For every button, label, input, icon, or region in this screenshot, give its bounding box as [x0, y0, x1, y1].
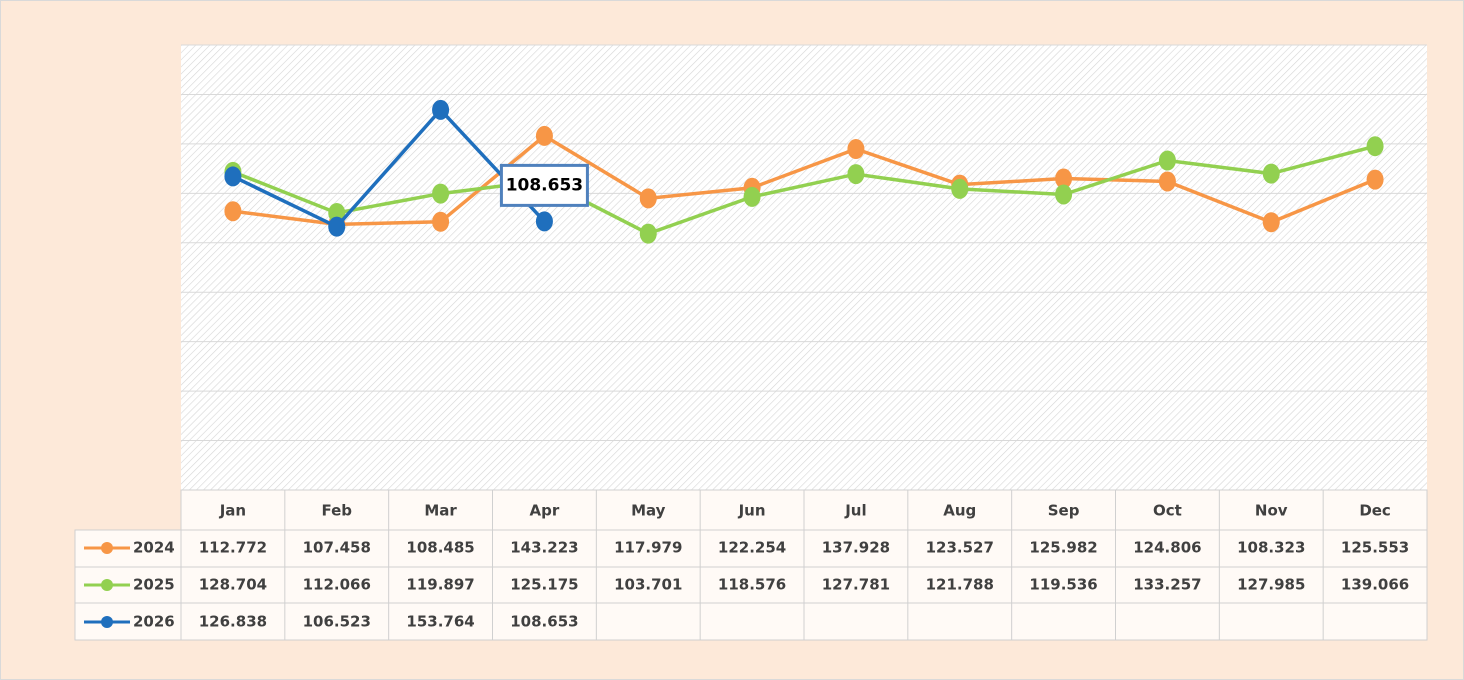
data-point	[1158, 171, 1176, 192]
data-point	[535, 125, 553, 146]
table-value: 117.979	[614, 539, 682, 557]
data-label: 108.653	[506, 175, 583, 195]
series-line	[232, 107, 546, 229]
table-value: 153.764	[406, 613, 474, 631]
table-value: 126.838	[199, 613, 267, 631]
table-value: 133.257	[1133, 576, 1201, 594]
legend-label: 2025	[133, 576, 175, 594]
x-tick-label: Feb	[321, 502, 352, 520]
table-value: 108.485	[406, 539, 474, 557]
series-line	[232, 144, 1376, 236]
table-value: 118.576	[718, 576, 786, 594]
data-point	[847, 139, 865, 160]
x-tick-label: Jan	[219, 502, 246, 520]
data-point	[432, 99, 450, 120]
data-point	[432, 211, 450, 232]
data-point	[224, 166, 242, 187]
x-tick-label: Nov	[1255, 502, 1288, 520]
data-point	[639, 223, 657, 244]
x-tick-label: Mar	[424, 502, 457, 520]
table-value: 124.806	[1133, 539, 1201, 557]
table-value: 137.928	[822, 539, 890, 557]
table-value: 121.788	[926, 576, 994, 594]
data-point	[1055, 168, 1073, 189]
data-point	[847, 164, 865, 185]
table-value: 106.523	[303, 613, 371, 631]
table-value: 119.536	[1029, 576, 1097, 594]
x-tick-label: Apr	[530, 502, 560, 520]
data-point	[1366, 169, 1384, 190]
data-point	[224, 201, 242, 222]
table-value: 125.175	[510, 576, 578, 594]
table-value: 103.701	[614, 576, 682, 594]
table-body	[74, 529, 1428, 641]
series-line	[232, 133, 1376, 227]
table-value: 127.781	[822, 576, 890, 594]
table-value: 143.223	[510, 539, 578, 557]
x-tick-label: Aug	[943, 502, 976, 520]
legend-marker	[101, 616, 113, 628]
plot-area	[181, 45, 1427, 490]
legend-marker	[101, 579, 113, 591]
callout-box	[499, 163, 589, 207]
table-value: 112.066	[303, 576, 371, 594]
table-value: 125.982	[1029, 539, 1097, 557]
table-value: 127.985	[1237, 576, 1305, 594]
x-tick-label: Jun	[738, 502, 766, 520]
data-point	[639, 188, 657, 209]
data-point	[328, 216, 346, 237]
x-tick-label: Dec	[1359, 502, 1391, 520]
table-value: 123.527	[926, 539, 994, 557]
table-value: 122.254	[718, 539, 786, 557]
legend-marker	[101, 542, 113, 554]
table-value: 108.653	[510, 613, 578, 631]
data-point	[432, 183, 450, 204]
table-value: 108.323	[1237, 539, 1305, 557]
data-point	[743, 186, 761, 207]
data-point	[1158, 150, 1176, 171]
data-point	[328, 202, 346, 223]
data-point	[1262, 212, 1280, 233]
x-tick-label: May	[631, 502, 666, 520]
data-point	[1366, 136, 1384, 157]
table-value: 128.704	[199, 576, 267, 594]
legend-label: 2024	[133, 539, 175, 557]
data-point	[535, 211, 553, 232]
legend-label: 2026	[133, 613, 175, 631]
x-tick-label: Oct	[1153, 502, 1182, 520]
table-value: 139.066	[1341, 576, 1409, 594]
x-tick-label: Jul	[844, 502, 866, 520]
table-value: 107.458	[303, 539, 371, 557]
data-point	[1262, 163, 1280, 184]
data-point	[951, 178, 969, 199]
data-point	[1055, 184, 1073, 205]
table-value: 125.553	[1341, 539, 1409, 557]
table-value: 119.897	[406, 576, 474, 594]
x-tick-label: Sep	[1048, 502, 1080, 520]
table-value: 112.772	[199, 539, 267, 557]
